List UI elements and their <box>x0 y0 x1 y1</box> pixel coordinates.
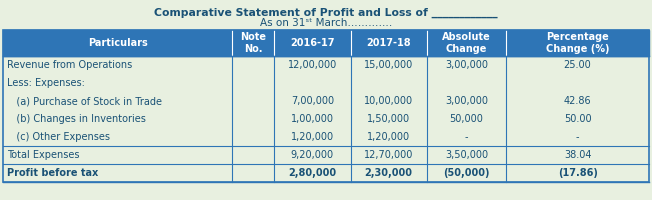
Text: Percentage
Change (%): Percentage Change (%) <box>546 32 610 54</box>
Text: Less: Expenses:: Less: Expenses: <box>7 78 85 88</box>
Text: Note
No.: Note No. <box>241 32 266 54</box>
Text: (50,000): (50,000) <box>443 168 490 178</box>
Bar <box>3 146 649 164</box>
Text: 50,000: 50,000 <box>450 114 483 124</box>
Text: 3,00,000: 3,00,000 <box>445 96 488 106</box>
Text: 2,30,000: 2,30,000 <box>364 168 413 178</box>
Text: 50.00: 50.00 <box>564 114 591 124</box>
Bar <box>3 30 649 182</box>
Text: 1,20,000: 1,20,000 <box>291 132 334 142</box>
Text: (b) Changes in Inventories: (b) Changes in Inventories <box>7 114 146 124</box>
Text: 3,00,000: 3,00,000 <box>445 60 488 70</box>
Text: (c) Other Expenses: (c) Other Expenses <box>7 132 110 142</box>
Text: Comparative Statement of Profit and Loss of ____________: Comparative Statement of Profit and Loss… <box>154 8 498 18</box>
Text: 2016-17: 2016-17 <box>290 38 334 48</box>
Text: -: - <box>576 132 580 142</box>
Text: -: - <box>465 132 468 142</box>
Text: 15,00,000: 15,00,000 <box>364 60 413 70</box>
Text: 10,00,000: 10,00,000 <box>364 96 413 106</box>
Text: 12,70,000: 12,70,000 <box>364 150 413 160</box>
Text: (17.86): (17.86) <box>557 168 597 178</box>
Text: 7,00,000: 7,00,000 <box>291 96 334 106</box>
Text: 38.04: 38.04 <box>564 150 591 160</box>
Bar <box>3 56 649 74</box>
Text: Absolute
Change: Absolute Change <box>442 32 491 54</box>
Text: (a) Purchase of Stock in Trade: (a) Purchase of Stock in Trade <box>7 96 162 106</box>
Text: Profit before tax: Profit before tax <box>7 168 98 178</box>
Text: Total Expenses: Total Expenses <box>7 150 80 160</box>
Text: 2,80,000: 2,80,000 <box>288 168 336 178</box>
Text: Revenue from Operations: Revenue from Operations <box>7 60 132 70</box>
Text: 42.86: 42.86 <box>564 96 591 106</box>
Bar <box>3 110 649 128</box>
Text: 12,00,000: 12,00,000 <box>288 60 337 70</box>
Bar <box>3 92 649 110</box>
Text: 1,00,000: 1,00,000 <box>291 114 334 124</box>
Text: 25.00: 25.00 <box>564 60 591 70</box>
Bar <box>3 74 649 92</box>
Text: As on 31ˢᵗ March………….: As on 31ˢᵗ March…………. <box>260 18 392 28</box>
Text: 2017-18: 2017-18 <box>366 38 411 48</box>
Text: 3,50,000: 3,50,000 <box>445 150 488 160</box>
Text: 1,50,000: 1,50,000 <box>367 114 410 124</box>
Bar <box>3 30 649 56</box>
Text: 9,20,000: 9,20,000 <box>291 150 334 160</box>
Bar <box>3 128 649 146</box>
Bar <box>3 164 649 182</box>
Text: Particulars: Particulars <box>88 38 147 48</box>
Text: 1,20,000: 1,20,000 <box>367 132 410 142</box>
